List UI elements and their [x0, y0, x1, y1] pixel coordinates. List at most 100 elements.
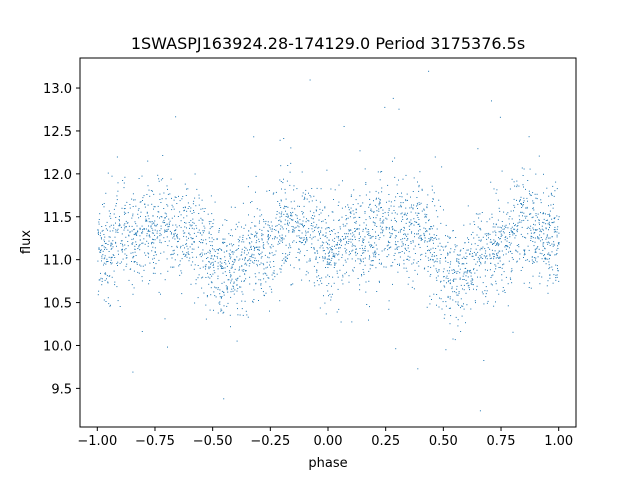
data-point: [455, 292, 457, 294]
data-point: [556, 231, 558, 233]
data-point: [299, 237, 301, 239]
data-point: [105, 261, 107, 263]
data-point: [253, 299, 255, 300]
data-point: [291, 207, 293, 209]
data-point: [137, 230, 139, 232]
data-point: [188, 237, 189, 239]
data-point: [297, 220, 299, 222]
data-point: [352, 270, 354, 272]
data-point: [447, 278, 449, 279]
data-point: [373, 211, 375, 213]
data-point: [503, 263, 505, 265]
data-point: [139, 264, 141, 266]
data-point: [156, 225, 158, 227]
data-point: [493, 188, 495, 190]
data-point: [222, 238, 224, 240]
data-point: [455, 301, 457, 303]
data-point: [146, 240, 148, 242]
data-point: [180, 220, 182, 222]
data-point: [510, 242, 512, 244]
data-point: [545, 227, 547, 229]
data-point: [147, 242, 149, 244]
data-point: [487, 269, 488, 271]
data-point: [128, 234, 130, 236]
data-point: [457, 319, 459, 321]
data-point: [125, 236, 127, 238]
data-point: [374, 252, 376, 254]
data-point: [191, 238, 193, 240]
data-point: [395, 348, 397, 350]
data-point: [511, 226, 513, 228]
data-point: [549, 258, 550, 260]
data-point: [523, 200, 525, 202]
data-point: [212, 223, 214, 224]
data-point: [421, 188, 423, 190]
data-point: [428, 240, 430, 242]
data-point: [538, 220, 540, 221]
data-point: [209, 223, 211, 225]
data-point: [432, 247, 434, 249]
data-point: [378, 238, 380, 240]
data-point: [528, 287, 530, 288]
data-point: [467, 237, 468, 239]
data-point: [272, 193, 274, 195]
data-point: [460, 298, 462, 300]
data-point: [293, 231, 295, 233]
data-point: [467, 285, 469, 287]
data-point: [119, 262, 121, 264]
data-point: [141, 175, 143, 177]
data-point: [196, 188, 198, 190]
data-point: [396, 247, 398, 249]
data-point: [146, 220, 148, 222]
data-point: [123, 224, 125, 226]
data-point: [150, 225, 152, 227]
data-point: [405, 234, 407, 236]
data-point: [470, 234, 472, 236]
data-point: [245, 247, 247, 249]
data-point: [417, 273, 418, 275]
data-point: [152, 238, 153, 240]
data-point: [229, 243, 230, 245]
data-point: [486, 233, 488, 235]
data-point: [292, 231, 294, 233]
data-point: [378, 203, 380, 205]
data-point: [265, 273, 267, 275]
data-point: [307, 231, 309, 233]
data-point: [160, 293, 161, 295]
data-point: [141, 331, 143, 332]
data-point: [179, 274, 181, 276]
data-point: [416, 233, 418, 235]
data-point: [509, 223, 510, 225]
data-point: [439, 205, 441, 207]
data-point: [314, 227, 316, 229]
data-point: [381, 232, 383, 234]
data-point: [489, 233, 491, 235]
data-point: [450, 307, 451, 309]
data-point: [385, 226, 387, 228]
data-point: [191, 243, 193, 245]
data-point: [167, 245, 169, 247]
data-point: [375, 236, 377, 238]
data-point: [273, 229, 275, 230]
data-point: [330, 296, 332, 298]
data-point: [461, 263, 463, 265]
data-point: [368, 258, 370, 260]
data-point: [358, 216, 360, 218]
data-point: [130, 268, 132, 270]
data-point: [174, 238, 176, 240]
data-point: [410, 219, 412, 221]
data-point: [274, 276, 276, 278]
data-point: [490, 283, 492, 285]
data-point: [190, 264, 192, 266]
data-point: [388, 254, 390, 256]
data-point: [334, 189, 336, 191]
data-point: [181, 198, 183, 200]
data-point: [306, 238, 308, 240]
data-point: [321, 227, 323, 229]
data-point: [548, 254, 550, 256]
data-point: [183, 217, 185, 219]
data-point: [448, 236, 450, 238]
data-point: [231, 288, 233, 290]
data-point: [331, 285, 332, 287]
data-point: [440, 298, 442, 300]
